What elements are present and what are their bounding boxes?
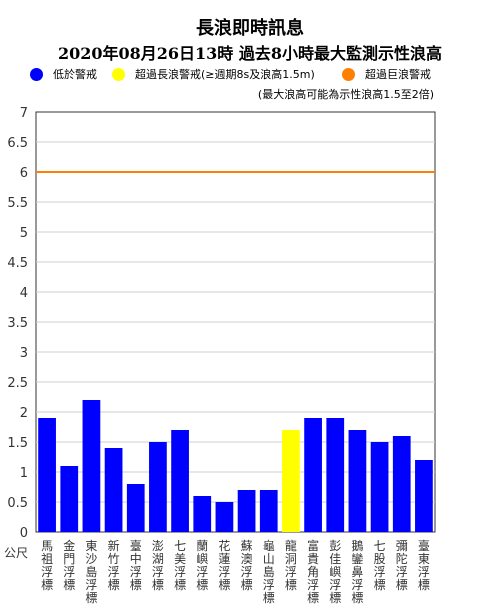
bar-馬祖浮標 (38, 418, 56, 532)
x-category-label: 新竹浮標 (108, 538, 120, 592)
x-category-label: 七股浮標 (374, 539, 386, 592)
bar-七股浮標 (370, 442, 389, 532)
y-tick-label: 2 (20, 406, 28, 421)
x-category-label: 花蓮浮標 (218, 538, 230, 592)
bar-七美浮標 (171, 430, 189, 532)
x-category-label: 東沙島浮標 (85, 539, 97, 605)
bar-花蓮浮標 (215, 502, 234, 532)
x-category-label: 臺東浮標 (418, 538, 430, 592)
legend-label: 超過長浪警戒(≥週期8s及浪高1.5m) (135, 68, 315, 81)
y-tick-label: 0 (20, 526, 28, 541)
y-tick-label: 0.5 (7, 496, 28, 511)
legend: 低於警戒 超過長浪警戒(≥週期8s及浪高1.5m) 超過巨浪警戒 (30, 66, 490, 84)
y-axis-unit-label: 公尺 (4, 546, 28, 560)
legend-item-below-warning: 低於警戒 (30, 66, 97, 82)
bar-彌陀浮標 (392, 436, 411, 532)
y-tick-label: 7 (20, 106, 28, 121)
bar-臺東浮標 (415, 460, 433, 532)
legend-swatch-blue (30, 67, 43, 81)
x-category-label: 彌陀浮標 (396, 539, 408, 592)
y-tick-label: 1 (20, 466, 28, 481)
y-tick-label: 5.5 (7, 196, 28, 211)
x-category-label: 彭佳嶼浮標 (329, 539, 341, 605)
bar-蘭嶼浮標 (193, 496, 212, 532)
x-category-label: 蘭嶼浮標 (196, 539, 208, 592)
y-tick-label: 1.5 (7, 436, 28, 451)
x-category-label: 臺中浮標 (130, 538, 142, 592)
bar-龍洞浮標 (282, 430, 300, 532)
y-tick-label: 6.5 (7, 136, 28, 151)
x-category-label: 蘇澳浮標 (241, 539, 253, 592)
x-category-label: 金門浮標 (63, 538, 75, 592)
x-category-label: 龍洞浮標 (285, 538, 297, 592)
bar-龜山島浮標 (259, 490, 278, 532)
x-category-label: 鵝鑾鼻浮標 (351, 539, 363, 605)
legend-label: 超過巨浪警戒 (365, 68, 431, 81)
x-category-label: 澎湖浮標 (152, 539, 164, 592)
x-category-label: 龜山島浮標 (263, 539, 275, 605)
y-tick-label: 6 (20, 166, 28, 181)
x-category-label: 富貴角浮標 (307, 538, 319, 605)
legend-label: 低於警戒 (53, 68, 97, 81)
bar-金門浮標 (60, 466, 79, 532)
bar-東沙島浮標 (82, 400, 101, 532)
y-tick-label: 3.5 (7, 316, 28, 331)
chart-subtitle: 2020年08月26日13時 過去8小時最大監測示性浪高 (57, 44, 443, 63)
legend-swatch-yellow (112, 67, 125, 81)
bar-鵝鑾鼻浮標 (348, 430, 367, 532)
y-tick-label: 4.5 (7, 256, 28, 271)
y-tick-label: 3 (20, 346, 28, 361)
y-tick-label: 2.5 (7, 376, 28, 391)
x-category-label: 馬祖浮標 (41, 539, 53, 592)
y-tick-label: 5 (20, 226, 28, 241)
bar-蘇澳浮標 (237, 490, 256, 532)
bar-彭佳嶼浮標 (326, 418, 345, 532)
bar-澎湖浮標 (149, 442, 167, 532)
legend-item-high-wave-warning: 超過巨浪警戒 (342, 66, 431, 82)
bar-富貴角浮標 (304, 418, 322, 532)
chart-title: 長浪即時訊息 (196, 18, 304, 39)
wave-height-note: (最大浪高可能為示性浪高1.5至2倍) (257, 88, 434, 101)
bar-新竹浮標 (104, 448, 123, 532)
legend-item-swell-warning: 超過長浪警戒(≥週期8s及浪高1.5m) (112, 66, 315, 82)
x-category-label: 七美浮標 (174, 539, 186, 592)
legend-swatch-orange (342, 67, 355, 81)
bar-臺中浮標 (126, 484, 145, 532)
y-tick-label: 4 (20, 286, 28, 301)
